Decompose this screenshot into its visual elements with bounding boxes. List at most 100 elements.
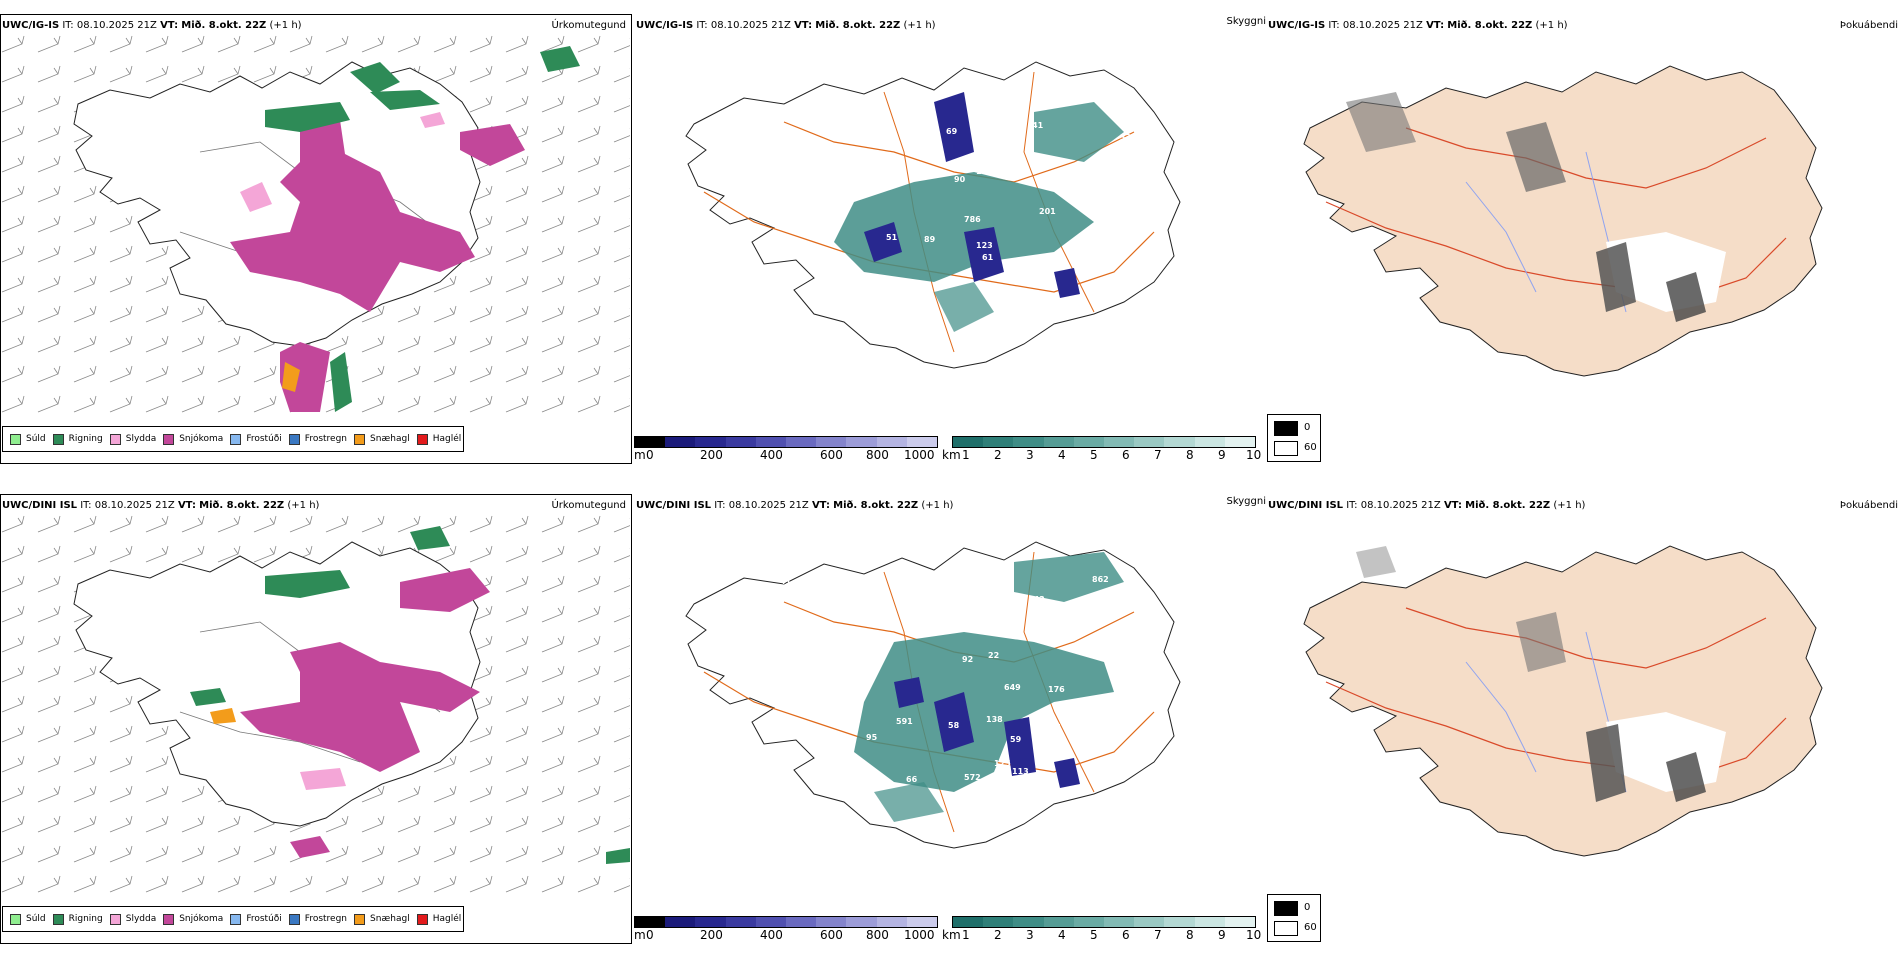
map-label: 58 [948,721,960,730]
map-label: 90 [954,175,966,184]
ceiling-area [934,92,974,162]
lead-time: (+1 h) [903,20,936,31]
ceiling-area [864,222,902,262]
fog-area [1346,92,1416,152]
road-line [179,711,361,763]
legend-item: Snæhagl [354,913,410,925]
rain-area [350,62,400,94]
tick-label: 10 [1246,448,1262,462]
precip-map [0,512,630,902]
model-name: UWC/IG-IS [2,20,60,31]
legend-item: Snjókoma [163,433,223,445]
tick-label: 3 [1026,928,1034,942]
map-label: 95 [866,733,878,742]
snow-area [240,642,480,772]
legend-swatch [52,433,64,445]
legend-swatch [1274,901,1298,916]
map-label: 572 [964,773,981,782]
snow-area [280,342,330,412]
visibility-map: 95 591 58 59 125 113 138 649 176 92 22 1… [685,541,1181,860]
it-value: 08.10.2025 21Z [76,20,157,31]
legend-swatch [230,433,242,445]
colorbar-segment [983,917,1014,927]
road-line [1405,607,1767,669]
map-label: 89 [926,851,938,860]
colorbar-segment [816,437,847,447]
vt-label: VT: [1426,20,1445,31]
colorbar-segment [1164,437,1195,447]
vt-value: Mið. 8.okt. 22Z [1447,20,1533,31]
fog-legend: 0 60 [1267,414,1321,462]
tick-label: 0 [646,928,654,942]
ceiling-area [1054,268,1080,298]
map-label: 138 [986,715,1003,724]
map-label: 51 [886,233,898,242]
colorbar-segment [725,437,756,447]
map-label: 104 [976,167,993,176]
colorbar-segment [1194,437,1225,447]
panel-title: UWC/DINI ISL IT: 08.10.2025 21Z VT: Mið.… [636,500,953,511]
colorbar-segment [725,917,756,927]
ceiling-area [894,677,924,708]
lead-time: (+1 h) [287,500,320,511]
map-label: 41 [780,577,792,586]
legend-swatch [354,433,366,445]
sleet-area [420,112,445,128]
panel-parameter: Þokuábendi [1839,20,1898,31]
row-igis: UWC/IG-IS IT: 08.10.2025 21Z VT: Mið. 8.… [0,14,1900,484]
panel-title: UWC/DINI ISL IT: 08.10.2025 21Z VT: Mið.… [2,500,319,511]
ceiling-colorbar [634,916,938,928]
legend-label: Súld [26,914,46,924]
rain-area [606,848,630,864]
ceiling-area [934,692,974,752]
colorbar-segment [876,917,907,927]
tick-label: 1000 [904,928,935,942]
vt-label: VT: [794,20,813,31]
colorbar-segment [983,437,1014,447]
map-label: 123 [976,241,993,250]
fog-area [1516,612,1566,672]
unit-label: km [942,448,961,462]
legend-item: Slydda [109,433,156,445]
colorbar-segment [1224,917,1256,927]
legend-swatch [416,433,428,445]
panel-parameter: Skyggni [1226,496,1266,507]
legend-max: 60 [1304,922,1317,933]
vt-value: Mið. 8.okt. 22Z [833,500,919,511]
panel-title: UWC/IG-IS IT: 08.10.2025 21Z VT: Mið. 8.… [2,20,302,31]
legend-item: Súld [10,433,46,445]
legend-swatch [1274,441,1298,456]
ceiling-area [1054,758,1080,788]
map-label: 98 [916,387,928,396]
colorbar-segment [953,917,984,927]
tick-label: 4 [1058,928,1066,942]
vt-value: Mið. 8.okt. 22Z [815,20,901,31]
map-label: 26 [1062,325,1074,334]
legend-item: Rigning [52,433,103,445]
it-label: IT: [80,500,92,511]
rain-area [410,526,450,550]
tick-label: 2 [994,448,1002,462]
fog-area [1666,752,1706,802]
colorbar-segment [1043,437,1074,447]
vt-value: Mið. 8.okt. 22Z [181,20,267,31]
map-label: 41 [1032,121,1044,130]
legend-label: Rigning [68,434,103,444]
tick-label: 400 [760,928,783,942]
model-name: UWC/IG-IS [636,20,694,31]
colorbar-segment [695,437,726,447]
panel-parameter: Þokuábendi [1839,500,1898,511]
road-line [1325,681,1787,779]
colorbar-segment [846,917,877,927]
colorbar-segment [665,917,696,927]
colorbar-segment [1224,437,1256,447]
visibility-colorbar [952,436,1256,448]
legend-item: Frostúði [230,913,282,925]
legend-label: Rigning [68,914,103,924]
river-line [1465,661,1537,773]
tick-label: 6 [1122,448,1130,462]
panel-parameter: Úrkomutegund [551,500,626,511]
tick-label: 3 [1026,448,1034,462]
tick-label: 10 [1246,928,1262,942]
it-label: IT: [1328,20,1340,31]
